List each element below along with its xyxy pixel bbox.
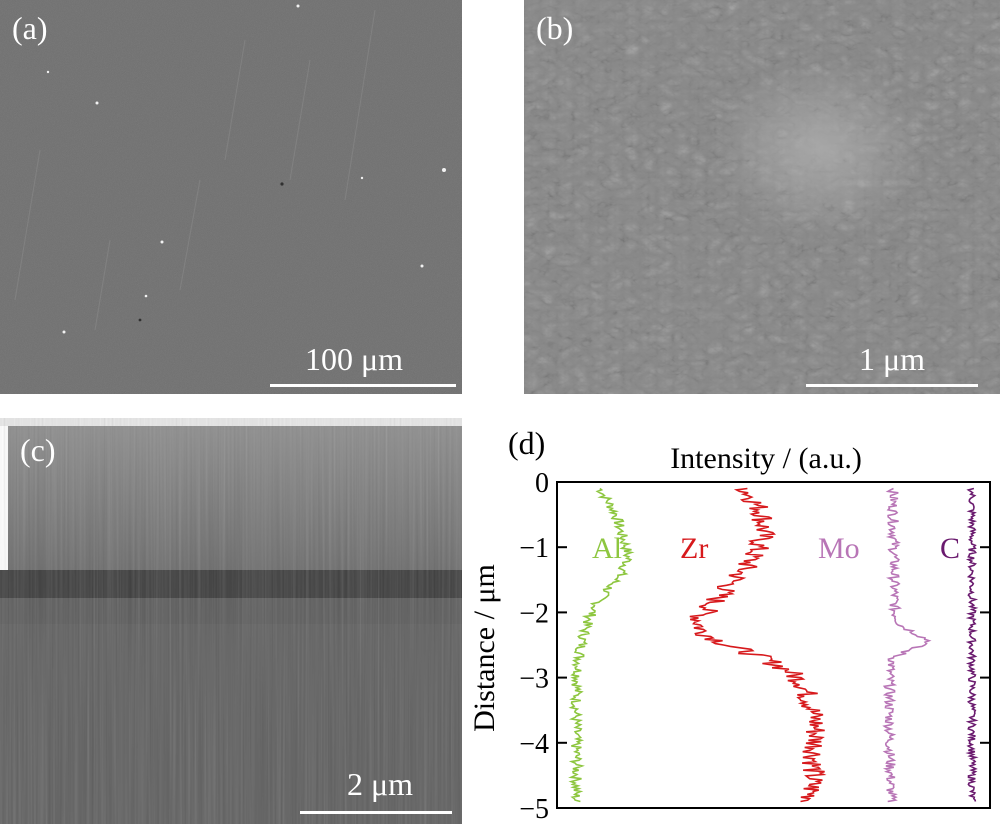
panel-a-sem-image: (a) 100 μm — [0, 0, 462, 394]
panel-label: (d) — [508, 425, 545, 461]
series-group: Al Zr Mo C — [568, 487, 979, 803]
scale-bar-label: 2 μm — [347, 766, 414, 802]
y-axis-ticks: 0 −1 −2 −3 −4 −5 — [519, 468, 990, 824]
sem-image-b — [524, 0, 1000, 394]
series-label-zr: Zr — [680, 532, 708, 565]
y-tick-label: −3 — [519, 664, 549, 695]
series-line-mo — [882, 487, 932, 803]
panel-label: (c) — [20, 432, 56, 468]
scale-bar — [300, 811, 452, 814]
scale-bar — [806, 384, 978, 387]
panel-c-cross-section: (c) 2 μm — [0, 418, 462, 824]
panel-label: (b) — [536, 10, 574, 46]
series-label-mo: Mo — [818, 532, 860, 565]
panel-b-sem-image: (b) 1 μm — [524, 0, 1000, 394]
panel-label: (a) — [12, 10, 48, 46]
series-label-c: C — [940, 532, 960, 565]
panel-d-linescan-chart: (d) Intensity / (a.u.) Distance / μm 0 −1… — [462, 418, 1000, 824]
y-axis-label: Distance / μm — [468, 564, 501, 732]
sem-image-c — [0, 418, 462, 824]
y-tick-label: −5 — [519, 794, 549, 824]
y-tick-label: 0 — [535, 468, 549, 499]
series-line-zr — [689, 487, 827, 803]
series-label-al: Al — [592, 532, 622, 565]
linescan-chart: (d) Intensity / (a.u.) Distance / μm 0 −1… — [468, 425, 991, 824]
scale-bar-label: 1 μm — [859, 341, 926, 377]
chart-title: Intensity / (a.u.) — [670, 442, 862, 475]
y-tick-label: −2 — [519, 598, 549, 629]
series-line-c — [965, 487, 979, 802]
y-tick-label: −1 — [519, 533, 549, 564]
plot-frame — [556, 481, 991, 809]
scale-bar-label: 100 μm — [305, 341, 404, 377]
scale-bar — [270, 384, 456, 387]
y-tick-label: −4 — [519, 729, 549, 760]
sem-image-a — [0, 0, 462, 394]
series-line-al — [568, 487, 635, 803]
